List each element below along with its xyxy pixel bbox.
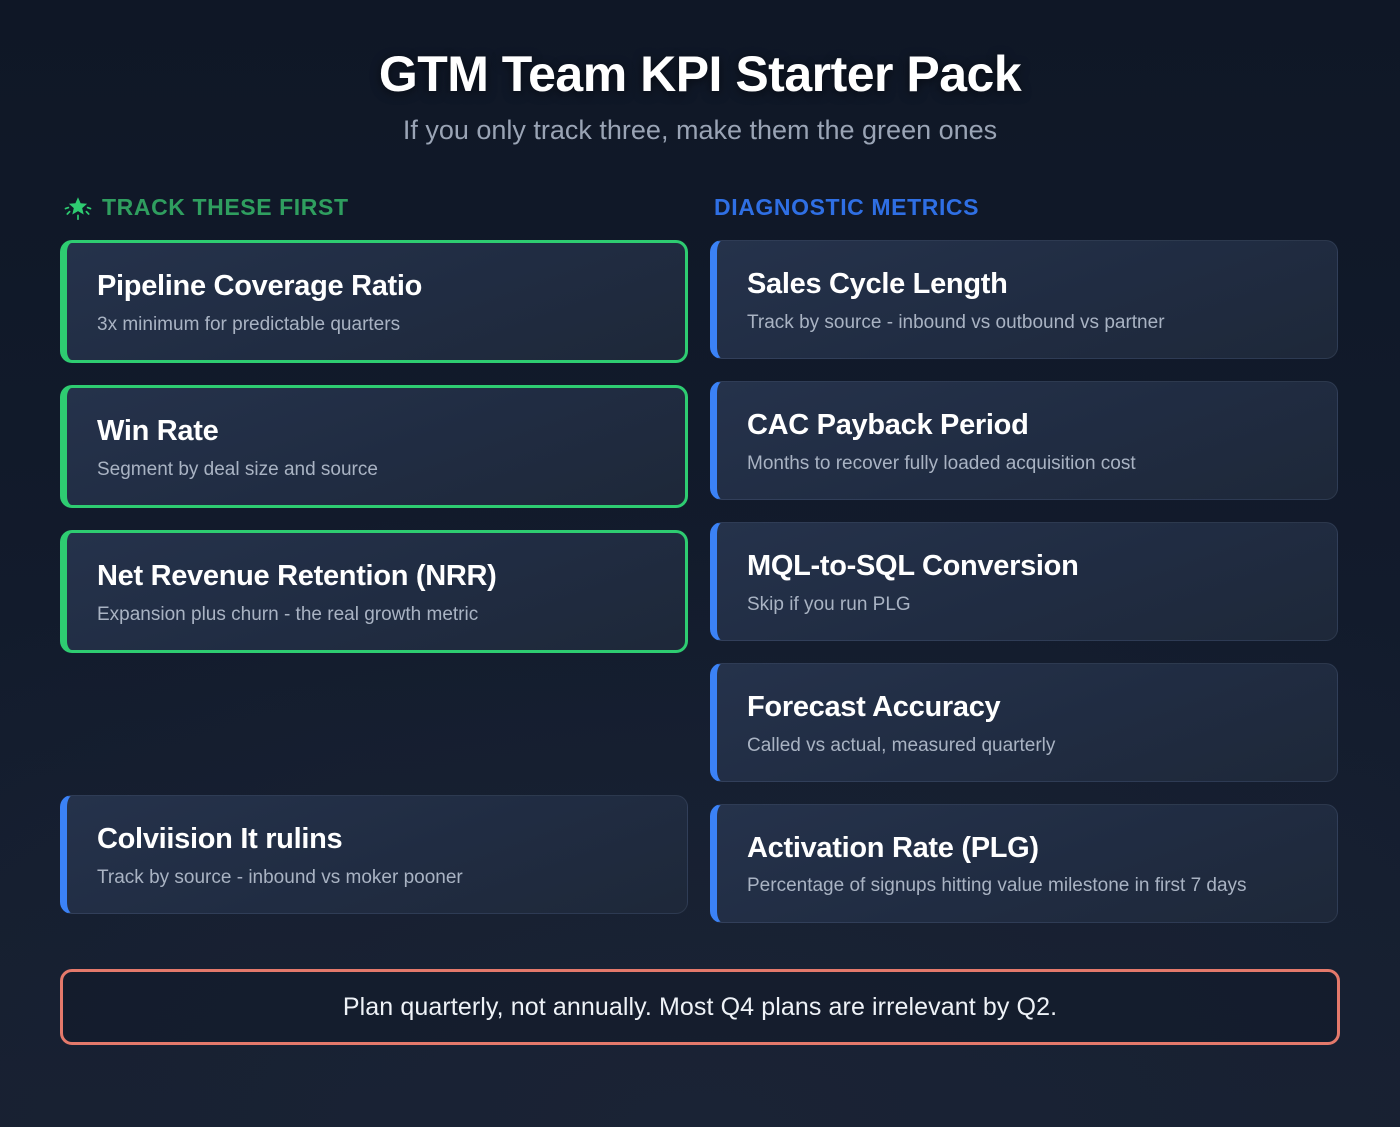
primary-column: TRACK THESE FIRST Pipeline Coverage Rati… [60,190,688,923]
diagnostic-column-header: DIAGNOSTIC METRICS [710,190,1338,224]
diagnostic-column-label: DIAGNOSTIC METRICS [714,193,980,220]
kpi-card[interactable]: Sales Cycle Length Track by source - inbo… [710,240,1338,360]
page-header: GTM Team KPI Starter Pack If you only tr… [60,0,1340,146]
kpi-card-description: Expansion plus churn - the real growth m… [97,603,479,625]
kpi-card[interactable]: Colviision It rulins Track by source - in… [60,795,688,915]
kpi-card-description: Track by source - inbound vs moker poone… [97,866,463,888]
kpi-card[interactable]: Activation Rate (PLG) Percentage of signu… [710,804,1338,924]
sparkle-star-icon [64,193,92,221]
kpi-card-description: 3x minimum for predictable quarters [97,313,401,335]
page-subtitle: If you only track three, make them the g… [402,115,998,145]
kpi-card-description: Skip if you run PLG [747,593,911,615]
diagnostic-column: DIAGNOSTIC METRICS Sales Cycle Length Tra… [710,190,1338,924]
kpi-card-description: Percentage of signups hitting value mile… [747,875,1247,897]
kpi-card-description: Track by source - inbound vs outbound vs… [747,311,1165,333]
primary-column-label: TRACK THESE FIRST [102,193,349,220]
page-title: GTM Team KPI Starter Pack [378,46,1022,102]
primary-card-list: Pipeline Coverage Ratio 3x minimum for pr… [60,240,688,915]
kpi-card[interactable]: MQL-to-SQL Conversion Skip if you run PLG [710,522,1338,642]
kpi-card-description: Months to recover fully loaded acquisiti… [747,452,1136,474]
kpi-card-title: Win Rate [97,415,219,448]
kpi-card-title: MQL-to-SQL Conversion [747,550,1079,583]
kpi-card-title: Colviision It rulins [97,823,343,856]
kpi-card[interactable]: CAC Payback Period Months to recover full… [710,381,1338,501]
kpi-card-description: Segment by deal size and source [97,458,378,480]
kpi-card-title: Net Revenue Retention (NRR) [97,560,497,593]
diagnostic-card-list: Sales Cycle Length Track by source - inbo… [710,240,1338,924]
card-slot-spacer [60,675,688,795]
kpi-card-title: Sales Cycle Length [747,268,1008,301]
kpi-columns: TRACK THESE FIRST Pipeline Coverage Rati… [60,190,1340,924]
kpi-card-description: Called vs actual, measured quarterly [747,734,1056,756]
kpi-card-title: Forecast Accuracy [747,691,1001,724]
kpi-card-title: Activation Rate (PLG) [747,832,1039,865]
kpi-card[interactable]: Net Revenue Retention (NRR) Expansion plu… [60,530,688,654]
kpi-card-title: Pipeline Coverage Ratio [97,270,423,303]
footer-banner-text: Plan quarterly, not annually. Most Q4 pl… [342,992,1058,1021]
footer-banner: Plan quarterly, not annually. Most Q4 pl… [60,969,1340,1046]
kpi-card-title: CAC Payback Period [747,409,1029,442]
kpi-card[interactable]: Pipeline Coverage Ratio 3x minimum for pr… [60,240,688,364]
primary-column-header: TRACK THESE FIRST [60,190,688,224]
kpi-card[interactable]: Forecast Accuracy Called vs actual, measu… [710,663,1338,783]
kpi-card[interactable]: Win Rate Segment by deal size and source [60,385,688,509]
